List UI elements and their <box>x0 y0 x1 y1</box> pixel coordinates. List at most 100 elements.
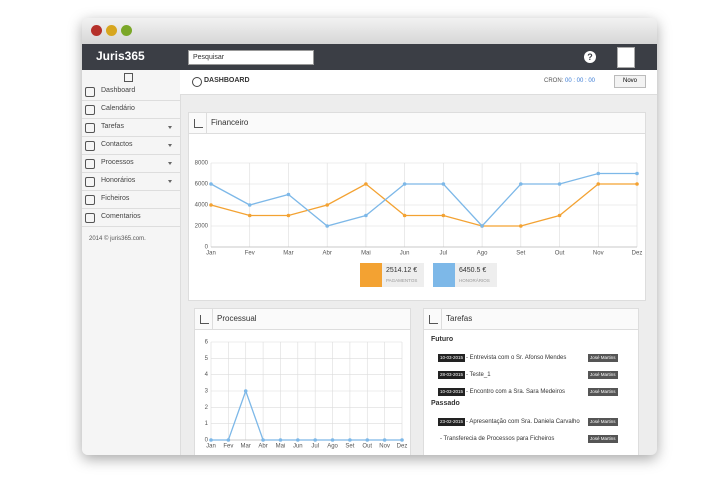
x-tick-label: Out <box>555 251 565 257</box>
data-point <box>557 213 562 218</box>
x-tick-label: Abr <box>258 444 267 450</box>
data-point <box>247 203 252 207</box>
search-box[interactable]: Pesquisar <box>188 50 314 65</box>
x-tick-label: Fev <box>245 251 255 257</box>
y-tick-label: 8000 <box>195 161 209 167</box>
x-tick-label: Jun <box>293 444 303 450</box>
task-user: José Martins <box>588 371 618 379</box>
data-point <box>325 203 329 207</box>
task-row[interactable]: 23-02-2015- Apresentação com Sra. Daniel… <box>438 417 633 429</box>
task-row[interactable]: 10-03-2015- Entrevista com o Sr. Afonso … <box>438 353 633 365</box>
data-point <box>247 213 252 218</box>
chart: 0 1 2 3 4 5 6 Jan Fev Mar Abr Mai Jun Jul Ago Set Out Nov… <box>205 340 408 450</box>
task-text: - Entrevista com o Sr. Afonso Mendes <box>466 355 567 361</box>
icon <box>85 213 95 223</box>
new-button[interactable]: Novo <box>614 75 646 88</box>
separator <box>441 309 442 329</box>
title-bar <box>82 18 657 44</box>
sidebar-item[interactable]: Calendário <box>82 100 180 119</box>
summary-value: 6450.5 € <box>459 267 487 274</box>
series-line <box>211 389 402 441</box>
menu-label: Tarefas <box>101 123 124 130</box>
panel-title: Financeiro <box>211 118 249 127</box>
panel-title: Processual <box>217 314 257 323</box>
menu-label: Calendário <box>101 105 135 112</box>
task-user: José Martins <box>588 354 618 362</box>
menu-label: Comentarios <box>101 213 141 220</box>
data-point <box>278 438 283 442</box>
data-point <box>261 438 265 442</box>
summary-box: 6450.5 € HONORÁRIOS <box>433 263 497 287</box>
y-tick-label: 2000 <box>195 224 209 230</box>
data-point <box>382 438 387 442</box>
legend-label: PAGAMENTOS <box>386 278 418 283</box>
page-title: DASHBOARD <box>204 77 250 84</box>
menu-label: Processos <box>101 159 134 166</box>
data-point <box>243 389 248 393</box>
task-row[interactable]: - Transferecia de Processos para Ficheir… <box>438 434 633 446</box>
summary-box: 2514.12 € PAGAMENTOS <box>360 263 424 287</box>
series-line <box>210 172 637 227</box>
task-text: - Apresentação com Sra. Daniela Carvalho <box>466 419 580 425</box>
task-text: - Teste_1 <box>466 372 491 378</box>
panel-header: Financeiro <box>189 113 645 134</box>
x-tick-label: Mar <box>283 251 293 257</box>
dropdown-arrow <box>168 162 172 165</box>
sidebar-item[interactable]: Processos <box>82 154 180 173</box>
maximize-button[interactable] <box>121 25 132 36</box>
data-point <box>441 182 446 186</box>
minimize-button[interactable] <box>106 25 117 36</box>
task-text: - Transferecia de Processos para Ficheir… <box>440 436 555 442</box>
dropdown-arrow <box>168 126 172 129</box>
sidebar-item[interactable]: Contactos <box>82 136 180 155</box>
help-button[interactable]: ? <box>584 51 596 63</box>
data-point <box>519 224 523 228</box>
cron-time[interactable]: 00 : 00 : 00 <box>565 78 596 84</box>
dashboard-icon <box>192 77 202 87</box>
y-tick-label: 4 <box>205 372 209 378</box>
x-tick-label: Set <box>345 444 354 450</box>
cron-label: CRON: <box>544 78 564 84</box>
summary-value: 2514.12 € <box>386 267 418 274</box>
sidebar-item[interactable]: Comentarios <box>82 208 180 227</box>
avatar[interactable] <box>617 47 635 68</box>
x-tick-label: Ago <box>327 444 338 450</box>
financeiro-panel: Financeiro 0 2000 4000 6000 8000 Jan Fev Mar Abr… <box>188 112 646 301</box>
menu-label: Contactos <box>101 141 133 148</box>
task-text: - Encontro com a Sra. Sara Medeiros <box>466 389 566 395</box>
summary-icon <box>433 263 455 287</box>
sidebar-item[interactable]: Dashboard <box>82 82 180 101</box>
icon <box>85 195 95 205</box>
task-date: 28-03-2015 <box>438 371 466 379</box>
x-tick-label: Set <box>516 251 525 257</box>
data-point <box>596 171 601 176</box>
browser-window: Juris365 Pesquisar ? Dashboard Calendário… <box>82 18 657 455</box>
data-point <box>209 203 213 207</box>
icon <box>85 87 95 97</box>
close-button[interactable] <box>91 25 102 36</box>
series-line <box>210 183 637 227</box>
data-point <box>635 182 639 186</box>
y-tick-label: 5 <box>205 356 209 362</box>
sidebar-item[interactable]: Ficheiros <box>82 190 180 209</box>
sidebar: Dashboard Calendário Tarefas Contactos Proce… <box>82 70 181 455</box>
icon <box>85 159 95 169</box>
sidebar-item[interactable]: Honorários <box>82 172 180 191</box>
x-tick-label: Jul <box>311 444 319 450</box>
data-point <box>226 438 231 442</box>
task-user: José Martins <box>588 418 618 426</box>
data-point <box>364 182 368 186</box>
collapse-button[interactable] <box>124 73 133 82</box>
x-tick-label: Dez <box>397 444 408 450</box>
data-point <box>209 438 213 442</box>
x-tick-label: Abr <box>323 251 332 257</box>
sidebar-item[interactable]: Tarefas <box>82 118 180 137</box>
summary-icon <box>360 263 382 287</box>
menu-label: Honorários <box>101 177 136 184</box>
x-tick-label: Dez <box>632 251 643 257</box>
y-tick-label: 4000 <box>195 203 209 209</box>
task-row[interactable]: 10-03-2015- Encontro com a Sra. Sara Med… <box>438 387 633 399</box>
task-row[interactable]: 28-03-2015- Teste_1 José Martins <box>438 370 633 382</box>
logo[interactable]: Juris365 <box>96 49 145 63</box>
